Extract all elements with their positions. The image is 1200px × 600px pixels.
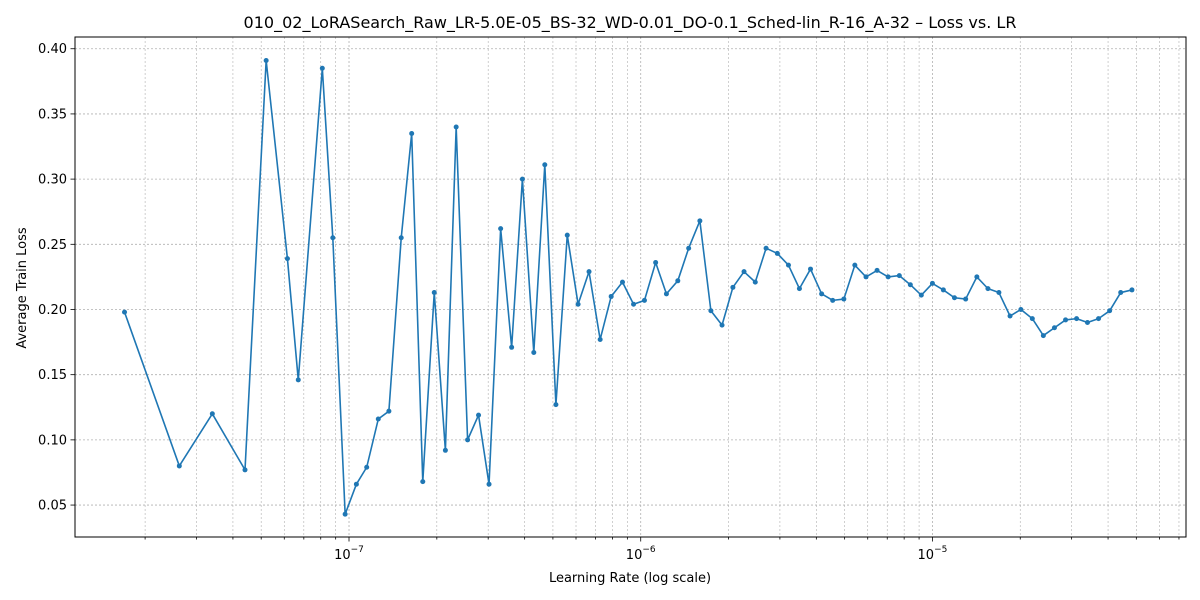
data-point <box>940 287 946 293</box>
y-tick-label: 0.05 <box>38 499 67 514</box>
y-tick-label: 0.10 <box>38 433 67 448</box>
y-tick-label: 0.30 <box>38 173 67 188</box>
data-point <box>364 464 370 470</box>
data-point <box>498 226 504 232</box>
y-tick-label: 0.40 <box>38 42 67 57</box>
data-point <box>553 402 559 408</box>
data-point <box>209 411 215 417</box>
loss-series <box>122 57 1135 517</box>
data-point <box>319 65 325 71</box>
data-point <box>295 377 301 383</box>
data-point <box>1018 306 1024 312</box>
data-point <box>918 292 924 298</box>
data-point <box>586 269 592 275</box>
data-point <box>519 176 525 182</box>
data-point <box>808 266 814 272</box>
data-point <box>353 481 359 487</box>
data-point <box>951 295 957 301</box>
data-point <box>375 416 381 422</box>
data-point <box>963 296 969 302</box>
data-point <box>597 336 603 342</box>
data-point <box>409 130 415 136</box>
data-point <box>841 296 847 302</box>
data-point <box>631 301 637 307</box>
data-point <box>564 232 570 238</box>
data-point <box>386 408 392 414</box>
data-point <box>730 284 736 290</box>
data-point <box>531 350 537 356</box>
x-axis-label: Learning Rate (log scale) <box>549 571 711 586</box>
data-point <box>608 293 614 299</box>
data-point <box>641 297 647 303</box>
data-point <box>675 278 681 284</box>
data-point <box>575 301 581 307</box>
data-point <box>476 412 482 418</box>
data-point <box>330 235 336 241</box>
y-axis-ticks: 0.05 0.10 0.15 0.20 0.25 0.30 0.35 0.40 <box>38 42 75 514</box>
y-tick-label: 0.25 <box>38 238 67 253</box>
y-axis-label: Average Train Loss <box>15 227 30 349</box>
data-point <box>874 267 880 273</box>
y-tick-label: 0.20 <box>38 303 67 318</box>
data-point <box>542 162 548 168</box>
data-point <box>697 218 703 224</box>
data-point <box>486 481 492 487</box>
data-point <box>619 279 625 285</box>
data-point <box>1118 290 1124 296</box>
data-point <box>796 286 802 292</box>
data-point <box>819 291 825 297</box>
data-point <box>663 291 669 297</box>
data-point <box>763 245 769 251</box>
data-point <box>465 437 471 443</box>
data-point <box>342 511 348 517</box>
data-point <box>420 479 426 485</box>
data-point <box>1074 316 1080 322</box>
data-point <box>907 282 913 288</box>
data-point <box>985 286 991 292</box>
data-point <box>1040 333 1046 339</box>
data-point <box>752 279 758 285</box>
data-point <box>1107 308 1113 314</box>
data-point <box>741 269 747 275</box>
data-point <box>176 463 182 469</box>
data-point <box>431 290 437 296</box>
data-point <box>1084 320 1090 326</box>
data-point <box>686 245 692 251</box>
data-point <box>1129 287 1135 293</box>
data-point <box>996 290 1002 296</box>
data-point <box>1063 317 1069 323</box>
data-point <box>122 309 128 315</box>
data-point <box>719 322 725 328</box>
data-point <box>453 124 459 130</box>
data-point <box>509 344 515 350</box>
data-point <box>774 250 780 256</box>
data-point <box>852 262 858 268</box>
chart-title: 010_02_LoRASearch_Raw_LR-5.0E-05_BS-32_W… <box>244 13 1017 33</box>
data-point <box>1051 325 1057 331</box>
data-point <box>929 280 935 286</box>
data-point <box>896 273 902 279</box>
y-tick-label: 0.35 <box>38 107 67 122</box>
data-point <box>785 262 791 268</box>
data-point <box>708 308 714 314</box>
data-point <box>242 467 248 473</box>
data-point <box>863 274 869 280</box>
y-tick-label: 0.15 <box>38 368 67 383</box>
data-point <box>830 297 836 303</box>
data-point <box>1096 316 1102 322</box>
data-point <box>263 57 269 63</box>
data-point <box>442 447 448 453</box>
data-point <box>885 274 891 280</box>
data-point <box>284 256 290 262</box>
data-point <box>1007 313 1013 319</box>
data-point <box>653 260 659 266</box>
plot-frame <box>74 36 1187 538</box>
data-point <box>398 235 404 241</box>
data-point <box>974 274 980 280</box>
data-point <box>1029 316 1035 322</box>
